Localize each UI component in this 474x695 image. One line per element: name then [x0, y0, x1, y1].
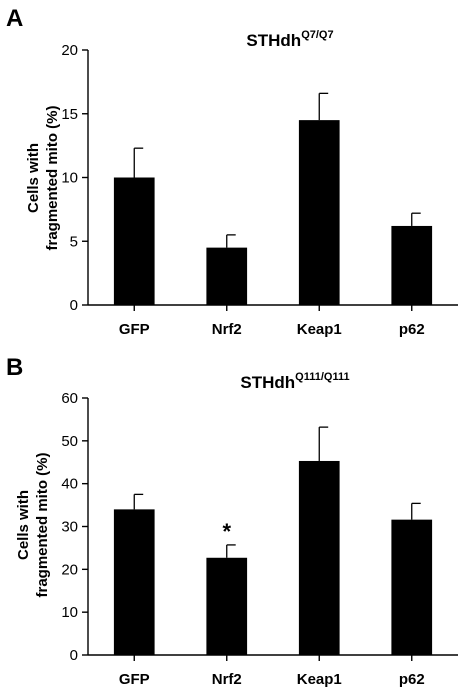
chart-title: STHdhQ7/Q7 — [246, 29, 333, 50]
x-tick-label: Nrf2 — [212, 671, 242, 688]
panel-letter: A — [6, 5, 23, 32]
x-ticks: GFP Nrf2 Keap1 p62 — [119, 655, 425, 688]
bar-keap1 — [298, 460, 340, 655]
chart-title-superscript: Q111/Q111 — [295, 371, 349, 383]
x-tick-label: Keap1 — [297, 321, 342, 338]
bar-p62 — [391, 519, 433, 655]
y-tick-label: 5 — [70, 233, 78, 250]
panel-b: B STHdhQ111/Q111 Cells with fragmented mi… — [6, 354, 458, 688]
y-axis-label-line2: fragmented mito (%) — [34, 452, 51, 597]
error-bars — [133, 426, 421, 558]
bar-gfp — [113, 509, 155, 655]
bars — [113, 460, 433, 655]
y-tick-label: 60 — [61, 390, 78, 407]
error-bars — [133, 92, 421, 248]
x-tick-label: Nrf2 — [212, 321, 242, 338]
x-tick-label: GFP — [119, 671, 150, 688]
annotations: * — [222, 519, 231, 544]
bar-p62 — [391, 225, 433, 305]
bar-keap1 — [298, 120, 340, 305]
x-tick-label: p62 — [399, 321, 425, 338]
y-tick-label: 50 — [61, 433, 78, 450]
bar-nrf2 — [206, 557, 248, 655]
y-tick-label: 10 — [61, 170, 78, 187]
y-axis-label: Cells with fragmented mito (%) — [25, 105, 61, 250]
y-tick-label: 30 — [61, 519, 78, 536]
chart-title: STHdhQ111/Q111 — [240, 371, 349, 392]
x-tick-label: GFP — [119, 321, 150, 338]
y-axis-label-line1: Cells with — [25, 143, 42, 213]
y-ticks: 0 10 20 30 40 50 60 — [61, 390, 88, 664]
bars — [113, 120, 433, 305]
y-axis-label: Cells with fragmented mito (%) — [15, 452, 51, 597]
y-tick-label: 0 — [70, 647, 78, 664]
panel-a: A STHdhQ7/Q7 Cells with fragmented mito (… — [6, 5, 458, 338]
panel-letter: B — [6, 354, 23, 381]
y-tick-label: 20 — [61, 561, 78, 578]
y-axis-label-line1: Cells with — [15, 490, 32, 560]
y-tick-label: 15 — [61, 106, 78, 123]
chart-title-main: STHdh — [246, 31, 301, 50]
y-tick-label: 20 — [61, 42, 78, 59]
x-ticks: GFP Nrf2 Keap1 p62 — [119, 305, 425, 338]
y-tick-label: 10 — [61, 604, 78, 621]
y-ticks: 0 5 10 15 20 — [61, 42, 88, 314]
y-axis-label-line2: fragmented mito (%) — [44, 105, 61, 250]
chart-title-main: STHdh — [240, 373, 295, 392]
y-tick-label: 0 — [70, 297, 78, 314]
x-tick-label: p62 — [399, 671, 425, 688]
chart-title-superscript: Q7/Q7 — [301, 29, 333, 41]
bar-nrf2 — [206, 247, 248, 305]
bar-gfp — [113, 177, 155, 305]
y-tick-label: 40 — [61, 476, 78, 493]
x-tick-label: Keap1 — [297, 671, 342, 688]
significance-marker: * — [222, 519, 231, 544]
